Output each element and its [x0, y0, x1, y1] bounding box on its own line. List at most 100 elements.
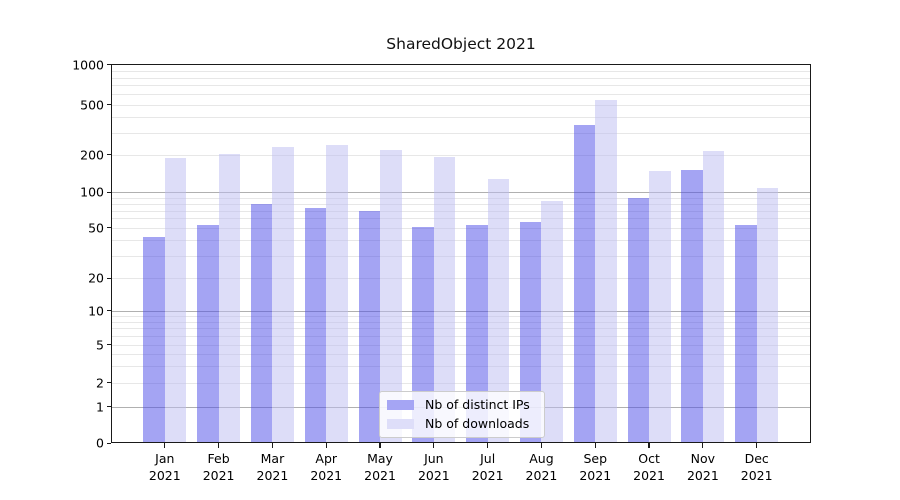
bar-distinct-ips-apr [304, 208, 327, 444]
y-tick-label: 2 [96, 375, 104, 390]
month-year: 2021 [202, 467, 235, 483]
bar-downloads-nov [702, 150, 725, 444]
bar-downloads-feb [218, 154, 241, 444]
month-label-feb: Feb 2021 [191, 451, 247, 484]
month-name: Nov [690, 451, 716, 466]
gridline-minor [111, 154, 811, 156]
x-tick [487, 443, 489, 448]
x-tick [271, 443, 273, 448]
x-tick [379, 443, 381, 448]
gridline-minor [111, 104, 811, 106]
gridline-minor [111, 132, 811, 134]
y-tick-label: 500 [80, 97, 104, 112]
legend: Nb of distinct IPs Nb of downloads [379, 391, 545, 438]
bar-downloads-oct [649, 171, 671, 444]
bar-distinct-ips-jan [143, 237, 165, 444]
month-year: 2021 [525, 467, 558, 483]
bar-distinct-ips-jul [466, 224, 488, 444]
bar-distinct-ips-oct [627, 197, 650, 444]
gridline-minor [111, 227, 811, 229]
bar-downloads-may [380, 150, 402, 444]
gridline-minor [111, 70, 811, 72]
gridline-minor [111, 365, 811, 367]
bar-downloads-aug [541, 201, 563, 444]
bar-distinct-ips-feb [197, 224, 219, 444]
month-name: May [367, 451, 393, 466]
bar-distinct-ips-nov [681, 170, 703, 444]
x-tick [218, 443, 220, 448]
month-year: 2021 [417, 467, 450, 483]
month-label-jan: Jan 2021 [137, 451, 193, 484]
y-tick [106, 442, 111, 444]
month-year: 2021 [364, 467, 396, 483]
y-tick [106, 191, 111, 193]
month-label-aug: Aug 2021 [513, 451, 569, 484]
legend-swatch-distinct-ips [387, 400, 414, 411]
bar-distinct-ips-jun [412, 226, 434, 444]
bar-downloads-apr [326, 145, 348, 444]
y-tick [106, 64, 111, 66]
month-year: 2021 [740, 467, 773, 483]
y-tick-label: 200 [80, 147, 104, 163]
gridline-minor [111, 77, 811, 79]
bar-distinct-ips-aug [519, 221, 542, 444]
month-name: Aug [529, 451, 554, 466]
y-tick-label: 5 [96, 337, 104, 353]
gridline-minor [111, 278, 811, 280]
legend-swatch-downloads [387, 418, 414, 429]
legend-label-distinct-ips: Nb of distinct IPs [425, 397, 530, 413]
gridline-minor [111, 203, 811, 205]
month-name: Jul [480, 451, 496, 466]
bar-downloads-dec [756, 187, 779, 444]
x-tick [540, 443, 543, 448]
y-tick [106, 405, 111, 408]
x-tick [164, 443, 166, 448]
month-label-oct: Oct 2021 [621, 451, 677, 484]
gridline-minor [111, 240, 811, 242]
y-tick-label: 100 [80, 184, 104, 200]
gridline-minor [111, 210, 811, 212]
month-label-jul: Jul 2021 [460, 451, 516, 484]
x-tick [702, 443, 704, 448]
bar-downloads-jun [433, 157, 456, 444]
y-tick-label: 1000 [72, 57, 104, 73]
month-label-apr: Apr 2021 [298, 451, 354, 484]
month-label-may: May 2021 [352, 451, 408, 484]
gridline-minor [111, 197, 811, 199]
x-tick [433, 443, 435, 448]
bar-downloads-sep [595, 100, 617, 444]
x-tick [594, 443, 596, 448]
month-name: Oct [638, 451, 660, 466]
month-label-mar: Mar 2021 [244, 451, 300, 484]
gridline-minor [111, 315, 811, 317]
bar-downloads-mar [272, 146, 294, 444]
month-year: 2021 [256, 467, 289, 483]
y-tick-label: 20 [88, 270, 104, 286]
month-name: Dec [744, 451, 769, 466]
gridline-minor [111, 94, 811, 96]
gridline-minor [111, 85, 811, 87]
y-tick [106, 154, 111, 156]
y-tick [106, 309, 111, 312]
y-tick [106, 227, 111, 229]
gridline-minor [111, 344, 811, 346]
bar-distinct-ips-sep [573, 125, 596, 444]
y-tick [106, 344, 111, 346]
bar-distinct-ips-may [358, 211, 381, 444]
gridline-minor [111, 116, 811, 118]
chart-title: SharedObject 2021 [386, 35, 536, 53]
gridline-minor [111, 255, 811, 257]
month-name: Sep [583, 451, 608, 466]
plot-border [111, 63, 811, 444]
month-year: 2021 [686, 467, 719, 483]
month-year: 2021 [633, 467, 665, 483]
gridline-minor [111, 353, 811, 355]
gridline-minor [111, 321, 811, 323]
legend-entry-downloads: Nb of downloads [387, 416, 538, 431]
y-tick-label: 1 [96, 399, 104, 414]
x-tick [648, 443, 650, 448]
month-name: Feb [207, 451, 230, 466]
y-tick [106, 103, 111, 106]
